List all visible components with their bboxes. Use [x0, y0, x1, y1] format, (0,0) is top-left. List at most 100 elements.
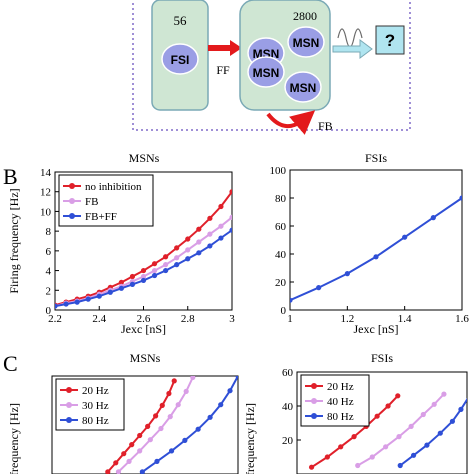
chart-title: MSNs: [129, 151, 160, 165]
data-point: [408, 423, 414, 429]
y-tick-label: 100: [270, 165, 287, 177]
data-point: [129, 281, 136, 287]
y-tick-label: 12: [40, 187, 51, 199]
x-axis-label: Jexc [nS]: [354, 322, 399, 336]
legend-entry: 80 Hz: [82, 415, 109, 427]
data-point: [63, 301, 69, 307]
plot-frame: [289, 169, 463, 311]
data-point: [207, 243, 213, 249]
x-tick-label: 1.6: [455, 313, 469, 325]
data-point: [74, 299, 80, 305]
data-point: [115, 469, 122, 474]
data-point: [397, 462, 403, 469]
data-point: [171, 378, 177, 384]
data-point: [55, 303, 58, 309]
data-point: [190, 376, 196, 380]
data-point: [218, 235, 224, 241]
chart-fsis-c: FSIs 20 40 60 g frequency [Hz] 20 Hz 40 Hz 80 H…: [243, 351, 468, 474]
data-point: [151, 261, 158, 267]
data-point: [374, 413, 380, 419]
output-arrow-icon: [332, 39, 373, 59]
data-point: [145, 423, 151, 429]
data-point: [163, 254, 169, 260]
data-point: [140, 273, 147, 280]
data-point: [140, 277, 147, 284]
legend-entry: FB+FF: [85, 211, 117, 223]
data-point: [308, 464, 315, 470]
data-point: [229, 214, 232, 220]
plot-frame: [296, 371, 468, 474]
legend-swatch-marker: [311, 398, 317, 404]
spike-train-icon: [337, 28, 363, 48]
data-point: [290, 297, 293, 303]
data-point: [459, 195, 462, 201]
data-point: [85, 296, 91, 302]
series-line: [117, 376, 194, 473]
msn-cell-label: MSN: [290, 81, 317, 95]
data-point: [185, 247, 191, 253]
series-line: [357, 393, 445, 467]
data-point: [196, 226, 202, 232]
data-point: [167, 414, 173, 420]
y-tick-label: 8: [46, 226, 52, 238]
y-tick-label: 6: [46, 246, 52, 258]
x-tick-label: 2.4: [92, 313, 106, 325]
x-tick-label: 2.6: [137, 313, 151, 325]
fsi-cell: [161, 43, 199, 75]
legend-swatch-marker: [69, 213, 75, 219]
data-point: [105, 469, 111, 474]
fsi-cell-label: FSI: [171, 53, 190, 67]
fb-label: FB: [318, 119, 333, 133]
data-point: [235, 376, 238, 379]
x-tick-label: 1.2: [340, 313, 354, 325]
data-point: [121, 451, 127, 457]
fsi-count: 56: [174, 13, 188, 28]
data-point: [151, 272, 158, 279]
data-point: [196, 250, 202, 256]
data-point: [151, 267, 158, 274]
data-point: [316, 285, 322, 291]
legend-swatch-marker: [69, 198, 75, 204]
data-point: [207, 414, 213, 420]
series-line: [55, 216, 232, 308]
data-point: [420, 411, 426, 418]
y-tick-label: 14: [40, 167, 52, 179]
plot-area: [55, 189, 232, 309]
data-point: [218, 223, 224, 229]
chart-title: MSNs: [130, 351, 161, 365]
panel-label-b: B: [3, 164, 18, 189]
legend-entry: 40 Hz: [327, 396, 354, 408]
data-point: [229, 227, 232, 233]
data-point: [344, 271, 350, 277]
y-tick-label: 20: [275, 277, 287, 289]
x-axis-label: Jexc [nS]: [121, 322, 166, 336]
data-point: [218, 203, 224, 210]
data-point: [424, 442, 430, 448]
data-point: [402, 234, 408, 240]
data-point: [118, 279, 124, 285]
data-point: [218, 402, 224, 408]
data-point: [174, 255, 180, 261]
ff-arrowhead-icon: [230, 40, 242, 56]
msn-cell: [287, 26, 325, 58]
data-point: [147, 437, 153, 443]
y-tick-label: 60: [275, 221, 287, 233]
legend-entry: no inhibition: [85, 181, 142, 193]
data-point: [437, 430, 443, 436]
data-point: [175, 402, 181, 408]
y-tick-label: 2: [46, 285, 52, 297]
data-point: [395, 393, 401, 399]
data-point: [369, 454, 375, 460]
data-point: [118, 285, 124, 291]
y-tick-label: 40: [275, 249, 287, 261]
y-axis-label: g frequency [Hz]: [243, 403, 257, 474]
y-tick-label: 0: [46, 305, 52, 317]
legend-swatch-marker: [69, 183, 75, 189]
data-point: [168, 448, 175, 454]
plot-area: [105, 376, 238, 474]
data-point: [410, 452, 417, 458]
y-tick-label: 80: [275, 193, 287, 205]
data-point: [129, 442, 135, 448]
series-line: [141, 376, 238, 473]
